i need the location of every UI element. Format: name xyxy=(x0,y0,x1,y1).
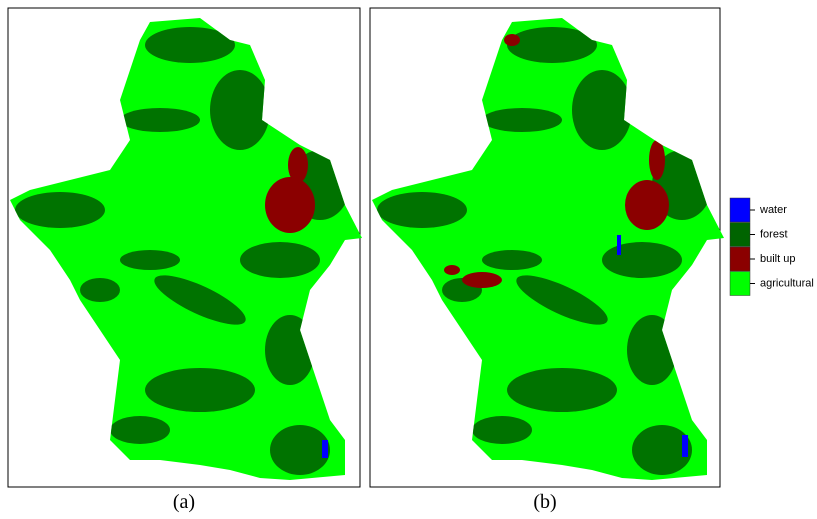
legend-swatch xyxy=(729,271,751,296)
caption: (a) xyxy=(173,491,195,513)
legend: water forest built up agricultural xyxy=(729,197,814,296)
legend-label: water xyxy=(759,204,787,216)
caption: (b) xyxy=(533,491,556,513)
panel-frame xyxy=(369,7,721,488)
legend-swatch xyxy=(729,246,751,272)
legend-swatch xyxy=(729,197,751,223)
legend-label: agricultural xyxy=(760,277,814,289)
legend-label: built up xyxy=(760,253,795,265)
map-b xyxy=(362,0,732,490)
legend-label: forest xyxy=(760,228,788,240)
legend-swatch xyxy=(729,222,751,247)
panel-frame xyxy=(7,7,361,488)
map-a xyxy=(0,0,370,490)
